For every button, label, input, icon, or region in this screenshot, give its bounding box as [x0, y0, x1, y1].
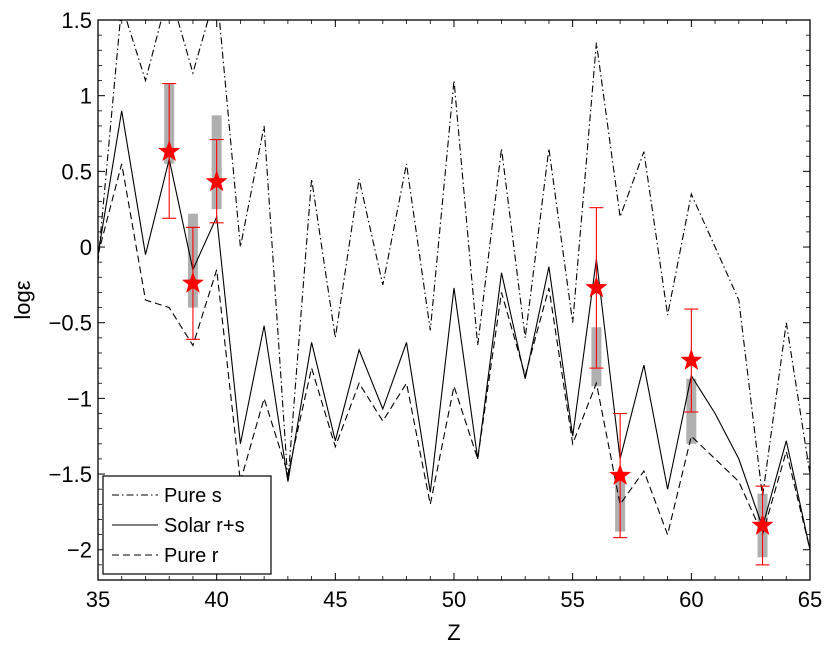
legend-label-pure-s: Pure s — [164, 485, 222, 507]
star-marker — [680, 348, 703, 371]
legend-label-pure-r: Pure r — [164, 545, 219, 567]
y-tick-label: −1 — [67, 386, 92, 411]
x-tick-label: 35 — [86, 587, 110, 612]
star-marker — [585, 276, 608, 298]
star-marker — [205, 170, 228, 192]
axis-layer: 35 40 45 50 55 60 65 −2 −1.5 −1 −0.5 0 0.5 1 1.5 — [49, 8, 823, 612]
y-tick-label: 0.5 — [61, 159, 92, 184]
x-tick-label: 60 — [679, 587, 703, 612]
plot-layer — [98, 20, 810, 566]
legend-label-solar-rs: Solar r+s — [164, 515, 245, 537]
y-tick-label: 0 — [80, 235, 92, 260]
star-marker — [181, 271, 205, 293]
y-tick-label: 1 — [80, 84, 92, 109]
x-tick-label: 45 — [323, 587, 347, 612]
star-marker — [608, 463, 632, 486]
x-tick-label: 65 — [798, 587, 822, 612]
y-tick-label: −2 — [67, 538, 92, 563]
x-tick-label: 55 — [560, 587, 584, 612]
star-marker — [751, 513, 774, 536]
series-line-pure-r — [98, 163, 810, 550]
series-line-pure-s — [98, 20, 810, 497]
x-tick-label: 40 — [204, 587, 228, 612]
legend: Pure s Solar r+s Pure r — [102, 475, 272, 575]
y-tick-label: 1.5 — [61, 8, 92, 33]
y-tick-label: −0.5 — [49, 311, 92, 336]
x-axis-label: Z — [447, 620, 460, 645]
star-marker — [157, 139, 181, 162]
x-tick-label: 50 — [442, 587, 466, 612]
y-axis-label: logε — [10, 280, 35, 319]
y-tick-label: −1.5 — [49, 462, 92, 487]
